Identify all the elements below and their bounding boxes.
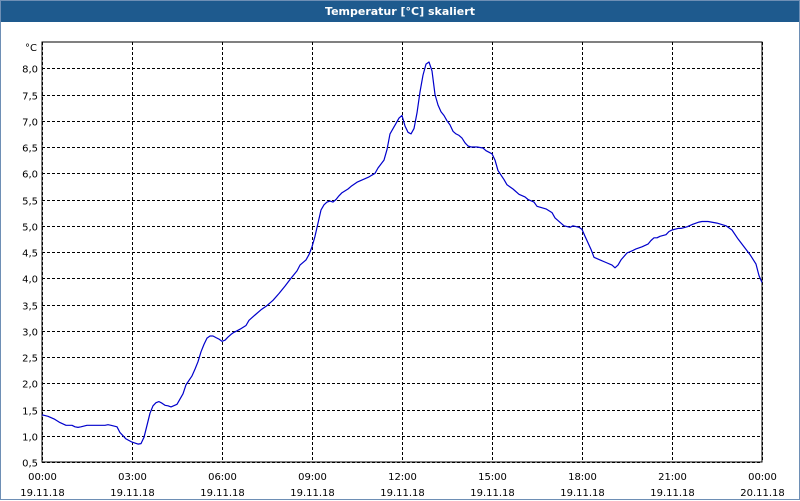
window-title: Temperatur [°C] skaliert bbox=[1, 1, 799, 22]
y-tick-label: 5,0 bbox=[22, 223, 38, 234]
y-tick-label: 5,5 bbox=[22, 197, 38, 208]
x-tick-date-label: 19.11.18 bbox=[650, 488, 695, 499]
x-tick-time-label: 12:00 bbox=[388, 472, 417, 483]
y-tick-label: 7,0 bbox=[22, 118, 38, 129]
y-tick-label: 4,5 bbox=[22, 249, 38, 260]
y-tick-label: 8,0 bbox=[22, 65, 38, 76]
y-tick-label: 4,0 bbox=[22, 275, 38, 286]
x-tick-date-label: 19.11.18 bbox=[470, 488, 515, 499]
y-tick-label: 6,0 bbox=[22, 170, 38, 181]
y-tick-label: 1,5 bbox=[22, 407, 38, 418]
y-tick-label: 7,5 bbox=[22, 92, 38, 103]
y-tick-label: 0,5 bbox=[22, 459, 38, 470]
y-tick-label: 1,0 bbox=[22, 433, 38, 444]
x-tick-time-label: 09:00 bbox=[298, 472, 327, 483]
y-tick-label: 3,5 bbox=[22, 302, 38, 313]
x-tick-time-label: 18:00 bbox=[568, 472, 597, 483]
x-tick-date-label: 19.11.18 bbox=[20, 488, 65, 499]
x-tick-time-label: 00:00 bbox=[748, 472, 777, 483]
y-axis-unit: °C bbox=[25, 43, 37, 54]
x-tick-time-label: 00:00 bbox=[28, 472, 57, 483]
x-tick-time-label: 03:00 bbox=[118, 472, 147, 483]
x-tick-date-label: 19.11.18 bbox=[290, 488, 335, 499]
y-tick-label: 6,5 bbox=[22, 144, 38, 155]
x-tick-date-label: 19.11.18 bbox=[560, 488, 605, 499]
y-tick-label: 3,0 bbox=[22, 328, 38, 339]
y-tick-label: 2,0 bbox=[22, 380, 38, 391]
x-tick-date-label: 19.11.18 bbox=[380, 488, 425, 499]
y-tick-label: 2,5 bbox=[22, 354, 38, 365]
x-tick-date-label: 19.11.18 bbox=[110, 488, 155, 499]
x-tick-date-label: 19.11.18 bbox=[200, 488, 245, 499]
x-tick-time-label: 21:00 bbox=[658, 472, 687, 483]
temperature-series-line bbox=[41, 61, 763, 445]
x-tick-time-label: 15:00 bbox=[478, 472, 507, 483]
x-tick-time-label: 06:00 bbox=[208, 472, 237, 483]
x-tick-date-label: 20.11.18 bbox=[740, 488, 785, 499]
